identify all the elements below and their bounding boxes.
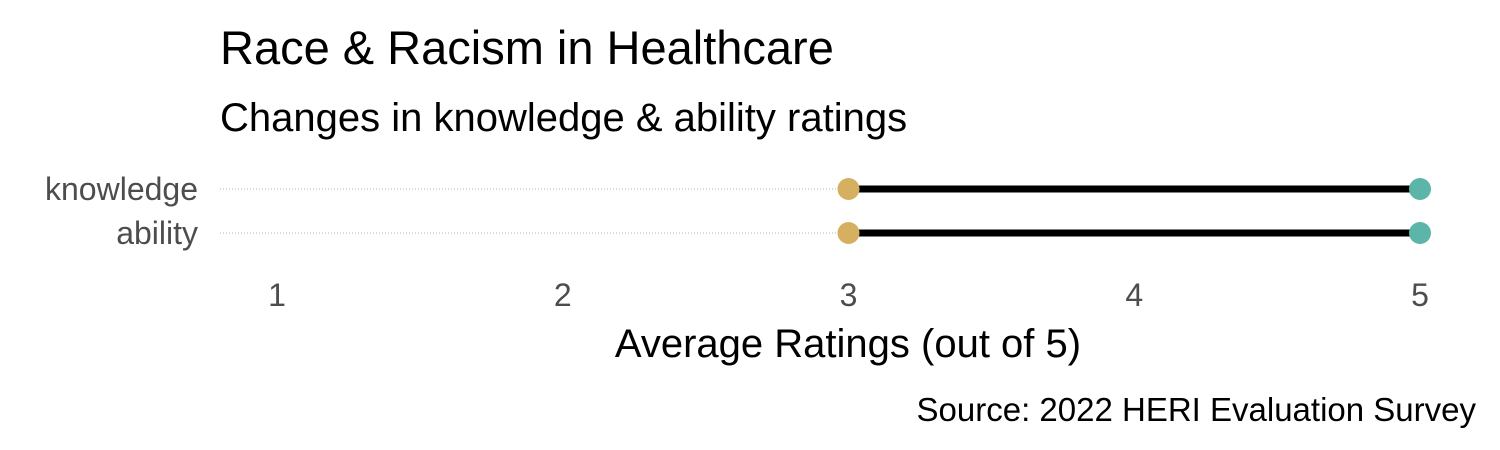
x-axis-title: Average Ratings (out of 5)	[615, 322, 1081, 366]
x-tick-label-4: 4	[1125, 277, 1143, 313]
plot-area: knowledge ability	[45, 171, 1431, 251]
category-label-knowledge: knowledge	[45, 171, 198, 207]
start-point-ability	[837, 222, 860, 244]
x-axis-ticks: 1 2 3 4 5	[268, 277, 1429, 313]
start-point-knowledge	[837, 178, 860, 200]
chart-subtitle: Changes in knowledge & ability ratings	[220, 96, 907, 140]
x-tick-label-5: 5	[1411, 277, 1429, 313]
x-tick-label-2: 2	[554, 277, 572, 313]
chart-title: Race & Racism in Healthcare	[220, 21, 834, 74]
x-tick-label-3: 3	[840, 277, 858, 313]
end-point-ability	[1409, 222, 1431, 244]
source-caption: Source: 2022 HERI Evaluation Survey	[917, 391, 1477, 428]
x-tick-label-1: 1	[268, 277, 286, 313]
category-label-ability: ability	[116, 215, 198, 251]
end-point-knowledge	[1409, 178, 1431, 200]
